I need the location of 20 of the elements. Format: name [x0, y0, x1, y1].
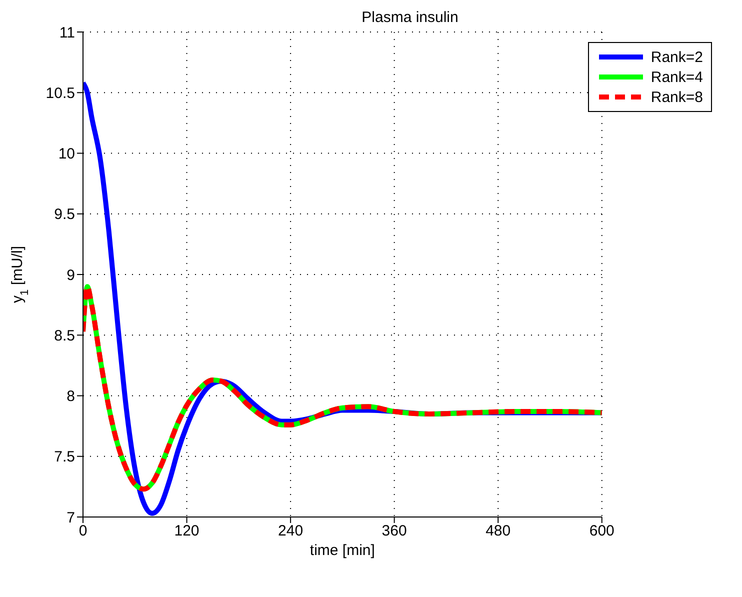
legend-label: Rank=4: [650, 68, 703, 86]
x-tick-label: 240: [278, 522, 304, 540]
y-tick-label: 10: [58, 146, 75, 163]
x-tick-label: 600: [589, 522, 614, 540]
y-tick-label: 8.5: [54, 327, 75, 344]
x-tick-label: 0: [78, 522, 88, 540]
y-tick-label: 10.5: [46, 84, 75, 102]
legend-label: Rank=2: [650, 48, 703, 66]
y-tick-label: 9.5: [54, 206, 75, 224]
chart-title: Plasma insulin: [362, 9, 458, 26]
y-tick-label: 7.5: [54, 448, 75, 466]
y-tick-label: 11: [59, 24, 75, 42]
x-tick-label: 480: [486, 522, 511, 540]
legend-label: Rank=8: [650, 88, 703, 106]
x-axis-title: time [min]: [310, 542, 375, 559]
x-tick-label: 360: [382, 522, 407, 540]
y-tick-label: 9: [66, 266, 75, 284]
y-tick-label: 7: [66, 509, 75, 526]
y-tick-label: 8: [66, 388, 75, 406]
x-tick-label: 120: [174, 522, 200, 540]
